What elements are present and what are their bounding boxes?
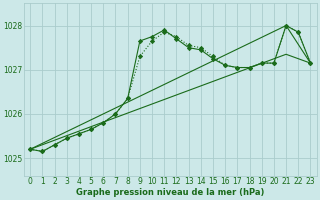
X-axis label: Graphe pression niveau de la mer (hPa): Graphe pression niveau de la mer (hPa) [76, 188, 265, 197]
